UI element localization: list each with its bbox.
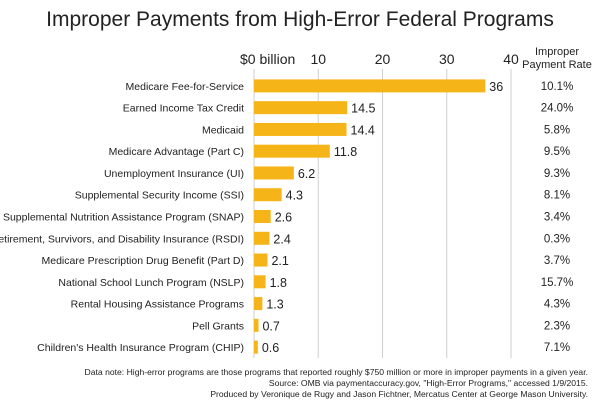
bar-value-label: 11.8 xyxy=(334,145,357,159)
bar-value-label: 2.1 xyxy=(271,254,288,268)
category-label: Medicare Advantage (Part C) xyxy=(109,146,244,158)
bar xyxy=(254,318,259,332)
bar-value-label: 36 xyxy=(489,80,503,94)
payment-rate-label: 10.1% xyxy=(541,81,574,93)
rate-header-line1: Improper xyxy=(535,46,579,58)
bar-value-label: 4.3 xyxy=(286,189,303,203)
bar-value-label: 6.2 xyxy=(298,167,315,181)
bar-value-label: 2.6 xyxy=(275,211,292,225)
x-tick-label: 40 xyxy=(503,51,519,67)
x-tick-label: 30 xyxy=(439,51,455,67)
source-note: Source: OMB via paymentaccuracy.gov, "Hi… xyxy=(268,378,588,388)
payment-rate-label: 2.3% xyxy=(544,320,570,332)
bar xyxy=(254,275,266,289)
category-label: Medicare Prescription Drug Benefit (Part… xyxy=(42,255,245,267)
bar-value-label: 2.4 xyxy=(273,232,290,246)
x-tick-label: 10 xyxy=(310,51,326,67)
category-label: Medicare Fee-for-Service xyxy=(126,81,245,93)
category-label: Rental Housing Assistance Programs xyxy=(71,299,244,311)
category-label: Unemployment Insurance (UI) xyxy=(104,168,244,180)
bars: Medicare Fee-for-Service 36 10.1% Earned In… xyxy=(0,79,573,355)
bar-value-label: 0.6 xyxy=(262,341,279,355)
bar xyxy=(254,122,347,136)
bar xyxy=(254,188,282,202)
x-tick-label: 20 xyxy=(375,51,391,67)
x-axis-ticks: $0 billion 10 20 30 40 xyxy=(240,51,519,67)
payment-rate-label: 0.3% xyxy=(544,233,570,245)
category-label: Earned Income Tax Credit xyxy=(123,103,244,115)
bar xyxy=(254,253,268,267)
bar xyxy=(254,231,270,245)
bar xyxy=(254,340,258,354)
chart-title: Improper Payments from High-Error Federa… xyxy=(46,8,554,31)
payment-rate-label: 4.3% xyxy=(544,299,570,311)
bar-value-label: 14.4 xyxy=(351,123,375,137)
payment-rate-label: 3.7% xyxy=(544,255,570,267)
bar xyxy=(254,166,294,180)
payment-rate-label: 8.1% xyxy=(544,190,570,202)
payment-rate-label: 3.4% xyxy=(544,212,570,224)
category-label: Supplemental Security Income (SSI) xyxy=(75,190,244,202)
category-label: Retirement, Survivors, and Disability In… xyxy=(0,233,244,245)
category-label: Medicaid xyxy=(202,124,244,136)
bar-value-label: 0.7 xyxy=(262,319,279,333)
category-label: Pell Grants xyxy=(192,320,244,332)
bar xyxy=(254,101,348,115)
credit-note: Produced by Veronique de Rugy and Jason … xyxy=(210,389,588,399)
bar-value-label: 1.3 xyxy=(266,298,283,312)
category-label: Supplemental Nutrition Assistance Progra… xyxy=(3,212,244,224)
payment-rate-label: 5.8% xyxy=(544,124,570,136)
payment-rate-label: 15.7% xyxy=(541,277,574,289)
payment-rate-label: 9.3% xyxy=(544,168,570,180)
bar-value-label: 1.8 xyxy=(270,276,287,290)
payment-rate-label: 7.1% xyxy=(544,342,570,354)
bar xyxy=(254,79,486,93)
bar-value-label: 14.5 xyxy=(351,102,375,116)
category-label: Children's Health Insurance Program (CHI… xyxy=(37,342,244,354)
category-label: National School Lunch Program (NSLP) xyxy=(58,277,244,289)
bar xyxy=(254,210,271,223)
payment-rate-label: 24.0% xyxy=(541,103,574,115)
payment-rate-label: 9.5% xyxy=(544,146,570,158)
bar xyxy=(254,144,330,158)
rate-header-line2: Payment Rate xyxy=(522,59,592,71)
data-note: Data note: High-error programs are those… xyxy=(84,367,588,377)
x-tick-label: $0 billion xyxy=(240,51,295,67)
bar xyxy=(254,297,263,311)
